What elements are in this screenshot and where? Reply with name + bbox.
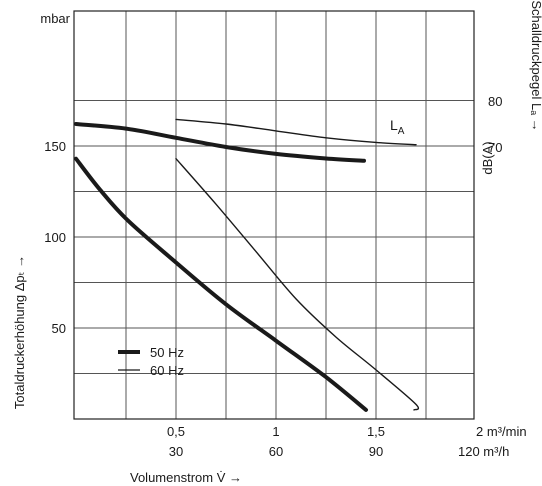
y-left-tick-label: 150 [44,139,66,154]
x-tick-label-secondary: 60 [269,444,283,459]
legend: 50 Hz 60 Hz [118,345,184,378]
y-left-tick-label: 100 [44,230,66,245]
la-annotation: LA [390,117,405,137]
pressure-curve-50hz [74,156,368,412]
noise-curve-60hz [175,118,417,146]
x-tick-label-secondary: 90 [369,444,383,459]
tick-labels: 50 100 150 70 80 0,5 1 1,5 30 60 90 [44,94,502,459]
x-tick-label-primary: 1 [272,424,279,439]
y-right-axis-label: Schalldruckpegel Lₐ → [529,0,542,131]
legend-label-50hz: 50 Hz [150,345,184,360]
y-right-unit: dB(A) [480,141,495,174]
y-left-axis-label: Totaldruckerhöhung Δpₜ → [12,255,27,409]
x-tick-label-secondary: 30 [169,444,183,459]
x-end-label-secondary: 120 m³/h [458,444,509,459]
y-right-tick-label: 70 [488,140,502,155]
grid [74,11,474,419]
y-left-unit: mbar [40,11,70,26]
noise-curve-50hz [74,122,366,163]
plot-frame [73,10,475,420]
x-tick-label-primary: 0,5 [167,424,185,439]
x-axis-label: Volumenstrom V̇ → [130,470,242,485]
x-end-label-primary: 2 m³/min [476,424,527,439]
curves [74,118,420,412]
y-left-tick-label: 50 [52,321,66,336]
y-right-tick-label: 80 [488,94,502,109]
legend-label-60hz: 60 Hz [150,363,184,378]
x-tick-label-primary: 1,5 [367,424,385,439]
pressure-curve-60hz [175,158,420,411]
